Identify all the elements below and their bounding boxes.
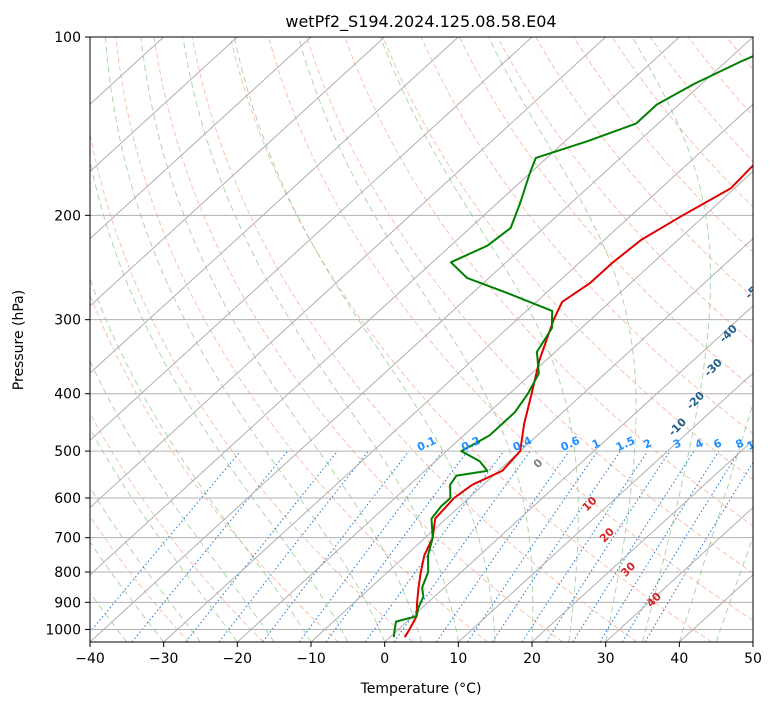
x-tick-label: 50 [744,651,762,667]
dry-adiabat-line [191,37,638,642]
isotherm-gridline [90,37,607,509]
chart-title: wetPf2_S194.2024.125.08.58.E04 [285,12,556,32]
plot-area: -100-90-80-70-60-50-40-30-20-10010203040… [90,37,765,642]
isobar-gridlines [90,37,753,630]
moist-adiabat-line [488,37,637,642]
y-tick-label: 100 [54,30,81,46]
y-tick-label: 1000 [45,622,81,638]
moist-adiabat-line [90,541,165,642]
isotherm-gridline [531,439,753,642]
dewpoint-profile-line [392,55,753,638]
mixing-ratio-line [298,450,444,642]
isotherm-gridline [90,37,533,442]
isotherm-gridline [605,506,753,642]
isotherm-gridline [90,37,386,307]
x-tick-label: −40 [75,651,105,667]
dry-adiabat-line [90,412,264,642]
moist-adiabat-line [380,37,579,642]
isotherm-gridline [90,37,680,576]
isotherm-gridline [90,37,459,374]
mixing-ratio-line [521,450,649,642]
moist-adiabat-line [105,37,386,642]
mixing-ratio-label: 10 [745,435,765,453]
x-tick-label: 20 [523,651,541,667]
mixing-ratio-line [435,450,570,642]
y-tick-label: 600 [54,491,81,507]
x-tick-label: −20 [223,651,253,667]
x-tick-label: 0 [380,651,389,667]
dry-adiabat-line [153,37,563,642]
isotherm-gridline [90,37,753,642]
mixing-ratio-line [467,450,599,642]
moist-adiabat-line [90,359,275,642]
mixing-ratio-line [364,450,505,642]
isotherm-gridline [90,37,238,173]
x-tick-label: 30 [597,651,615,667]
y-axis-label: Pressure (hPa) [11,290,27,390]
isotherm-gridline [236,170,753,642]
x-axis-ticks: −40 −30 −20 −10 0 10 20 30 40 50 [75,642,762,667]
dry-adiabat-line [420,37,753,435]
mixing-ratio-line [262,450,410,642]
plot-frame [89,36,754,643]
isotherm-gridline [163,103,753,642]
temperature-profile-line [403,164,753,638]
x-tick-label: −30 [149,651,179,667]
moist-adiabat-line [182,37,459,642]
dry-adiabat-line [535,37,753,298]
y-axis-ticks: 100 200 300 400 500 600 700 800 900 1000 [45,30,90,638]
mixing-ratio-line [621,450,740,642]
dry-adiabat-line [497,37,753,344]
moist-adiabat-line [90,486,201,642]
mixing-ratio-line [185,450,338,642]
dry-adiabat-line [382,37,753,481]
moist-adiabat-line [90,159,349,642]
dry-adiabat-line [306,37,753,574]
isotherm-gridline [90,37,312,240]
moist-adiabat-line [678,401,753,642]
x-tick-label: 40 [670,651,688,667]
mixing-ratio-line [90,450,242,633]
y-tick-label: 300 [54,313,81,329]
x-tick-label: 10 [449,651,467,667]
moist-adiabat-line [233,37,496,642]
y-tick-label: 500 [54,444,81,460]
mixing-ratio-line [572,450,695,642]
mixing-ratio-line [325,450,468,642]
y-tick-label: 800 [54,565,81,581]
x-tick-label: −10 [296,651,326,667]
mixing-ratio-line [545,450,671,642]
moist-adiabat-line [715,536,753,642]
isotherm-gridline [457,372,753,642]
sounding-profiles [392,55,753,638]
y-tick-label: 900 [54,595,81,611]
dry-adiabat-label: -50 [742,278,765,301]
moist-adiabat-line [140,37,422,642]
isotherm-gridline [310,237,753,642]
moist-adiabat-line [90,592,128,642]
dry-adiabat-line [268,37,753,621]
moist-adiabat-line [632,37,711,642]
isotherm-gridline [384,305,753,642]
y-tick-label: 400 [54,387,81,403]
moist-adiabat-line [90,427,238,642]
y-tick-label: 700 [54,531,81,547]
y-tick-label: 200 [54,208,81,224]
isotherm-gridlines [90,37,753,642]
mixing-ratio-line [131,450,288,642]
dry-adiabat-line [115,37,488,642]
mixing-ratio-line [491,450,621,642]
x-axis-label: Temperature (°C) [360,681,482,697]
moist-adiabat-line [297,37,534,642]
